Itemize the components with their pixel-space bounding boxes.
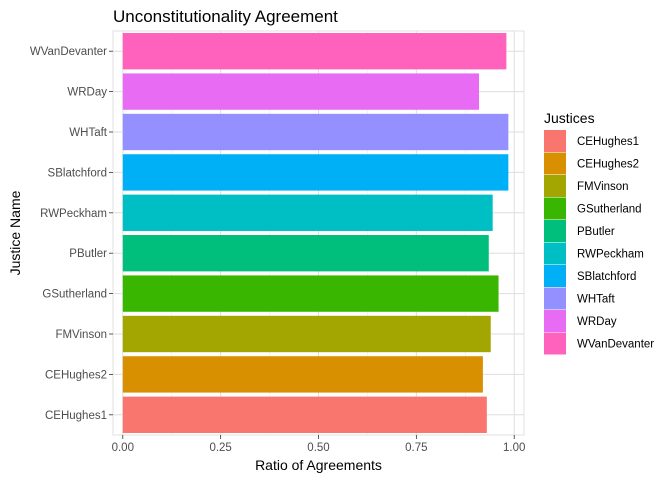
x-tick-labels: 0.00 0.25 0.50 0.75 1.00	[112, 435, 525, 454]
bar-wrday	[122, 73, 479, 110]
legend-swatch	[544, 175, 566, 197]
y-tick-label: GSutherland	[42, 289, 107, 301]
legend-swatch	[544, 130, 566, 152]
y-tick-label: CEHughes1	[45, 410, 107, 422]
bar-pbutler	[122, 235, 489, 272]
legend-label: SBlatchford	[577, 271, 636, 283]
x-tick-label: 0.75	[405, 442, 427, 454]
legend-swatch	[544, 310, 566, 332]
bar-rwpeckham	[122, 194, 493, 231]
legend-swatch	[544, 152, 566, 175]
legend-label: WRDay	[577, 316, 617, 328]
legend-label: PButler	[577, 226, 615, 238]
y-tick-label: FMVinson	[55, 329, 107, 341]
y-tick-label: WRDay	[67, 87, 107, 99]
chart-title: Unconstitutionality Agreement	[113, 7, 338, 26]
y-tick-label: WVanDevanter	[30, 46, 107, 58]
bar-wvandevanter	[122, 33, 507, 70]
y-axis-title: Justice Name	[7, 190, 23, 275]
legend-label: FMVinson	[577, 181, 629, 193]
y-tick-label: RWPeckham	[40, 208, 107, 220]
bar-fmvinson	[122, 315, 491, 353]
bar-cehughes1	[122, 396, 487, 433]
legend-swatch	[544, 220, 566, 242]
x-tick-label: 0.00	[112, 442, 134, 454]
x-axis-title: Ratio of Agreements	[255, 457, 382, 473]
legend-label: RWPeckham	[577, 249, 644, 261]
legend-swatch	[544, 332, 566, 355]
bar-sblatchford	[122, 154, 509, 191]
y-tick-label: WHTaft	[69, 127, 108, 139]
legend-label: CEHughes1	[577, 136, 639, 148]
bar-cehughes2	[122, 356, 483, 393]
legend-label: WHTaft	[577, 294, 616, 306]
y-tick-label: SBlatchford	[48, 167, 107, 179]
y-tick-labels: CEHughes1 CEHughes2 FMVinson GSutherland PBu…	[30, 46, 113, 422]
bar-gsutherland	[122, 275, 499, 312]
legend-swatch	[544, 265, 566, 287]
x-tick-label: 0.25	[209, 442, 231, 454]
legend-swatch	[544, 242, 566, 265]
x-tick-label: 1.00	[503, 442, 525, 454]
legend-label: GSutherland	[577, 204, 642, 216]
legend-label: WVanDevanter	[577, 339, 654, 351]
x-tick-label: 0.50	[307, 442, 329, 454]
bars	[122, 33, 509, 433]
legend: CEHughes1 CEHughes2 FMVinson GSutherland PBu…	[544, 130, 654, 355]
legend-swatch	[544, 287, 566, 310]
bar-whtaft	[122, 113, 509, 151]
legend-label: CEHughes2	[577, 159, 639, 171]
y-tick-label: PButler	[69, 248, 107, 260]
y-tick-label: CEHughes2	[45, 369, 107, 381]
legend-swatch	[544, 197, 566, 220]
legend-title: Justices	[544, 110, 595, 126]
